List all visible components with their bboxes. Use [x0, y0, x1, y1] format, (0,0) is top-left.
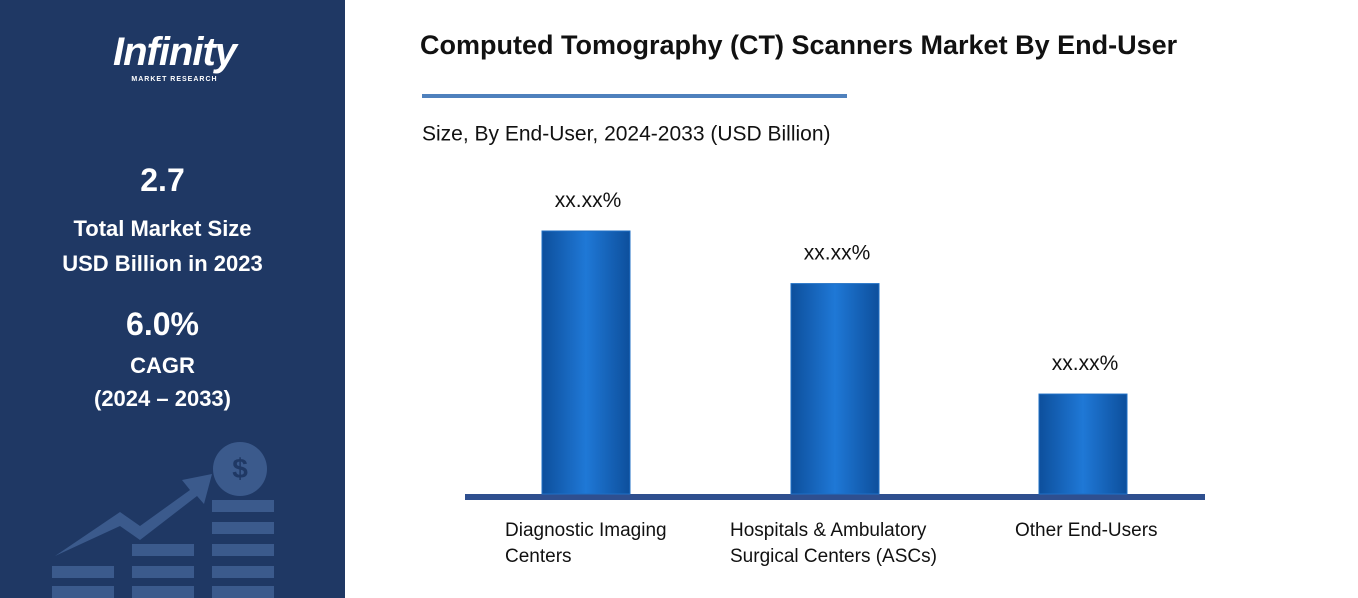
chart-title: Computed Tomography (CT) Scanners Market… — [420, 30, 1178, 60]
market-size: 2.7 — [140, 162, 185, 198]
value-label: xx.xx% — [804, 242, 871, 265]
x-tick-label: Diagnostic Imaging Centers — [505, 520, 667, 567]
chart-subtitle: Size, By End-User, 2024-2033 (USD Billio… — [422, 123, 831, 146]
logo: Infinity — [112, 30, 237, 74]
x-tick-label: Other End-Users — [1015, 520, 1158, 541]
title-underline — [422, 94, 847, 98]
side-panel: $ Infinity MARKET RESEARCH 2.7 Total Mar… — [0, 0, 345, 598]
bar — [541, 230, 631, 495]
svg-text:$: $ — [232, 453, 248, 484]
logo-sub: MARKET RESEARCH — [131, 76, 218, 83]
finance-icon — [52, 442, 274, 598]
cagr-label: CAGR — [130, 353, 195, 378]
cagr-period: (2024 – 2033) — [94, 386, 231, 411]
market-size-label: Total Market Size — [73, 216, 252, 241]
bar — [790, 283, 880, 495]
x-tick-label: Hospitals & Ambulatory Surgical Centers … — [730, 520, 937, 567]
cagr: 6.0% — [126, 306, 199, 342]
value-label: xx.xx% — [1052, 352, 1119, 375]
value-label: xx.xx% — [555, 189, 622, 212]
bar — [1038, 393, 1128, 495]
panel-decor: $ — [52, 442, 274, 598]
market-size-label: USD Billion in 2023 — [62, 251, 263, 276]
baseline — [465, 494, 1205, 500]
